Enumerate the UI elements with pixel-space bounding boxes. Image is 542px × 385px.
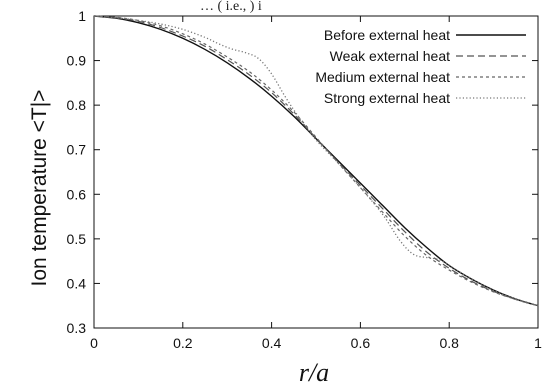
plot-frame: [93, 15, 539, 329]
series-line-2: [93, 15, 539, 307]
x-tick-label: 1: [534, 335, 542, 351]
caption-fragment: … ( i.e., ) i: [200, 0, 262, 14]
x-tick-label: 0: [90, 335, 98, 351]
x-tick-label: 0.4: [262, 335, 282, 351]
legend-label: Weak external heat: [330, 48, 450, 64]
y-tick-label: 0.5: [67, 231, 87, 247]
y-tick-label: 0.8: [67, 97, 87, 113]
x-tick-label: 0.6: [351, 335, 371, 351]
legend-label: Medium external heat: [315, 69, 450, 85]
series-line-3: [93, 15, 539, 307]
legend: Before external heat Weak external heat Me…: [315, 27, 526, 106]
x-axis: 0 0.2 0.4 0.6 0.8 1: [90, 16, 542, 351]
x-tick-label: 0.2: [173, 335, 193, 351]
series-layer: [93, 15, 539, 307]
x-axis-label: r/a: [299, 358, 329, 385]
y-tick-label: 0.3: [67, 320, 87, 336]
y-tick-label: 1: [78, 8, 86, 24]
legend-label: Strong external heat: [324, 90, 450, 106]
y-axis: 0.3 0.4 0.5 0.6 0.7 0.8 0.9 1: [67, 8, 538, 336]
y-tick-label: 0.6: [67, 186, 87, 202]
legend-label: Before external heat: [324, 27, 450, 43]
x-tick-label: 0.8: [439, 335, 459, 351]
series-line-4: [93, 15, 539, 307]
y-axis-label: Ion temperature <T|>: [28, 90, 51, 287]
y-tick-label: 0.7: [67, 142, 87, 158]
y-tick-label: 0.4: [67, 275, 87, 291]
y-tick-label: 0.9: [67, 53, 87, 69]
series-line-1: [93, 15, 539, 307]
